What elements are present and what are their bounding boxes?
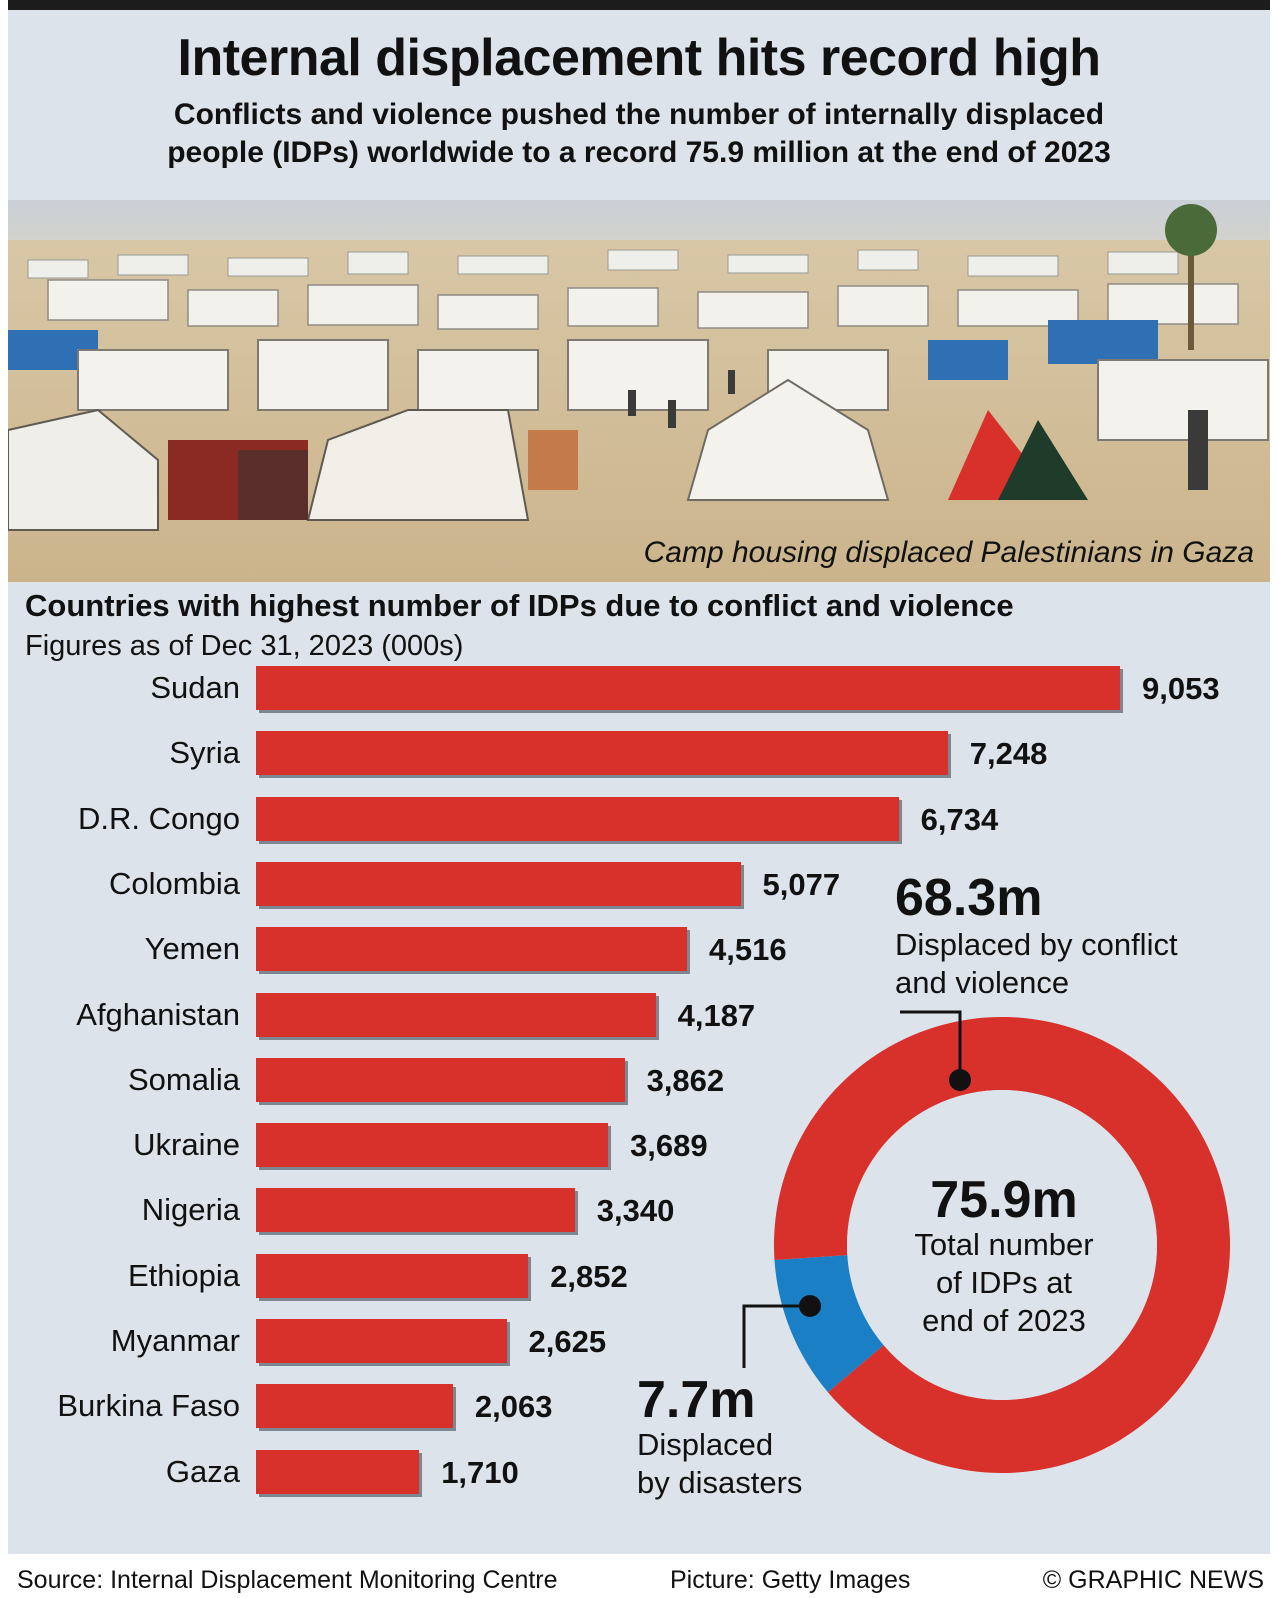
top-rule xyxy=(8,0,1270,10)
bar xyxy=(256,1188,575,1233)
bar-value-label: 2,063 xyxy=(474,1389,553,1425)
bar xyxy=(256,1057,625,1102)
bar-label: Afghanistan xyxy=(76,996,240,1032)
disaster-label: Displaced by disasters xyxy=(637,1426,802,1502)
bar-label: Colombia xyxy=(109,865,240,901)
copyright: © GRAPHIC NEWS xyxy=(1042,1566,1264,1594)
bar-value-label: 7,248 xyxy=(969,736,1048,772)
bar-value-label: 4,516 xyxy=(708,932,787,968)
bar-value-label: 3,862 xyxy=(646,1062,725,1098)
bar-label: Sudan xyxy=(150,670,240,705)
header: Internal displacement hits record high C… xyxy=(8,10,1270,210)
source-credit: Source: Internal Displacement Monitoring… xyxy=(17,1566,558,1594)
camp-photo-illustration xyxy=(8,200,1270,582)
bar-value-label: 6,734 xyxy=(920,801,999,837)
camp-photo: Camp housing displaced Palestinians in G… xyxy=(8,200,1270,582)
bar-value-label: 2,625 xyxy=(528,1324,607,1359)
conflict-label-line-2: and violence xyxy=(895,965,1070,1000)
picture-credit: Picture: Getty Images xyxy=(670,1566,911,1594)
donut-center-line-3: end of 2023 xyxy=(922,1303,1086,1338)
bar-label: Ethiopia xyxy=(127,1257,240,1293)
chart-subtitle: Figures as of Dec 31, 2023 (000s) xyxy=(25,630,464,662)
bar-label: Syria xyxy=(169,735,240,771)
disaster-value: 7.7m xyxy=(637,1371,756,1429)
bar-value-label: 3,340 xyxy=(596,1193,675,1229)
subtitle-line-1: Conflicts and violence pushed the number… xyxy=(173,98,1105,131)
bar xyxy=(256,666,1120,710)
bar-label: Burkina Faso xyxy=(57,1388,240,1424)
bar-label: Nigeria xyxy=(141,1192,240,1228)
bar xyxy=(256,861,741,906)
donut-center-line-1: Total number xyxy=(914,1227,1094,1262)
bar xyxy=(256,731,948,776)
bar-label: Gaza xyxy=(165,1453,240,1489)
conflict-label-line-1: Displaced by conflict xyxy=(895,927,1178,962)
bar xyxy=(256,1449,420,1494)
bar xyxy=(256,1253,529,1298)
bar-value-label: 2,852 xyxy=(550,1258,628,1294)
bar-value-label: 4,187 xyxy=(677,997,756,1033)
photo-caption: Camp housing displaced Palestinians in G… xyxy=(643,536,1254,569)
subtitle-line-2: people (IDPs) worldwide to a record 75.9… xyxy=(167,136,1111,169)
disaster-label-line-2: by disasters xyxy=(637,1465,803,1500)
footer xyxy=(8,1554,1270,1598)
bar-value-label: 5,077 xyxy=(762,866,841,902)
page-title: Internal displacement hits record high xyxy=(177,29,1101,87)
chart-title: Countries with highest number of IDPs du… xyxy=(25,588,1014,623)
donut-center-line-2: of IDPs at xyxy=(935,1265,1073,1300)
page-subtitle: Conflicts and violence pushed the number… xyxy=(8,96,1270,172)
conflict-label: Displaced by conflict and violence xyxy=(895,926,1178,1002)
bar xyxy=(256,927,687,972)
bar xyxy=(256,1384,453,1429)
disaster-label-line-1: Displaced xyxy=(637,1427,774,1462)
bar xyxy=(256,1319,507,1363)
donut-center-value: 75.9m xyxy=(930,1171,1078,1229)
bar-label: Yemen xyxy=(144,931,240,967)
bar-label: Ukraine xyxy=(133,1127,240,1163)
bar-label: D.R. Congo xyxy=(78,800,240,836)
bar-value-label: 3,689 xyxy=(630,1128,708,1164)
bar-value-label: 1,710 xyxy=(441,1454,519,1490)
bar xyxy=(256,992,656,1037)
bar xyxy=(256,1123,609,1168)
donut-center-label: Total number of IDPs at end of 2023 xyxy=(879,1226,1129,1340)
bar-label: Myanmar xyxy=(110,1323,240,1358)
conflict-value: 68.3m xyxy=(895,869,1043,927)
bar xyxy=(256,796,899,841)
bar-label: Somalia xyxy=(128,1061,240,1097)
bar-value-label: 9,053 xyxy=(1142,671,1220,706)
